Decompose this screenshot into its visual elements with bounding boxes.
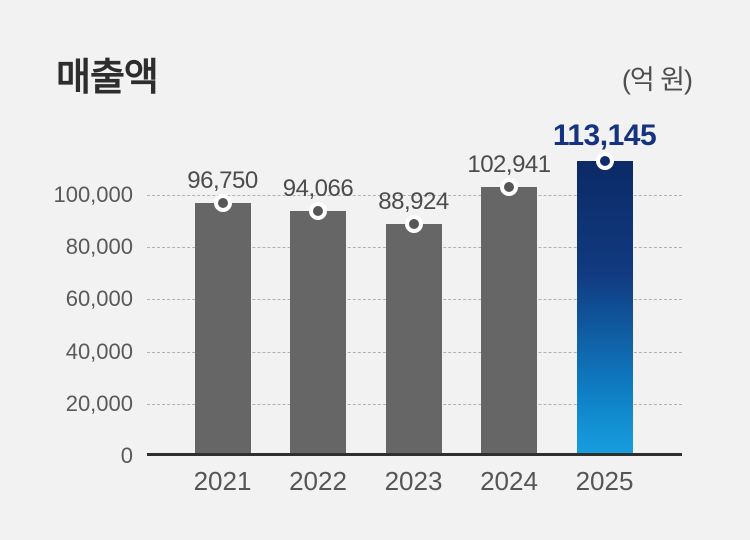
marker-dot-icon	[408, 218, 419, 229]
y-axis-tick-label: 60,000	[65, 286, 133, 312]
bar-top-marker-icon	[213, 194, 232, 213]
marker-dot-icon	[217, 198, 228, 209]
gridline-100,000	[147, 195, 682, 196]
bar-top-marker-icon	[500, 178, 518, 197]
y-axis-tick-label: 40,000	[65, 338, 133, 364]
bar-value-label: 96,750	[187, 167, 258, 195]
bar-top-marker-icon	[309, 201, 327, 220]
bar-highlighted	[576, 160, 633, 456]
bar	[481, 187, 537, 456]
x-axis-tick-label: 2021	[193, 466, 252, 496]
y-axis-tick-label: 80,000	[65, 234, 133, 260]
bar-group-2024: 102,941	[434, 127, 584, 456]
marker-dot-icon	[313, 205, 323, 216]
bar	[290, 210, 346, 456]
bar-top-marker-icon	[595, 151, 614, 170]
bar-group-2022: 94,066	[243, 151, 393, 456]
unit-label: (억 원)	[621, 65, 693, 95]
bar-top-marker-icon	[404, 214, 423, 233]
chart-title: 매출액	[56, 57, 159, 99]
y-axis-tick-label: 100,000	[53, 182, 133, 207]
bar-group-2025: 113,145	[530, 101, 680, 456]
bar-value-label: 88,924	[378, 187, 449, 215]
marker-dot-icon	[599, 155, 610, 166]
bar-value-label: 94,066	[282, 174, 354, 202]
y-axis-tick-label: 0	[120, 443, 133, 468]
bar	[194, 203, 251, 456]
x-axis-tick-label: 2023	[384, 466, 443, 496]
bar-group-2021: 96,750	[148, 143, 298, 456]
marker-dot-icon	[504, 182, 514, 193]
x-axis-tick-label: 2022	[289, 466, 347, 496]
x-axis-tick-label: 2025	[575, 466, 634, 496]
bar-value-label: 102,941	[467, 151, 551, 179]
x-axis-line	[147, 453, 682, 456]
y-axis-tick-label: 20,000	[65, 390, 133, 416]
bar-value-label: 113,145	[552, 118, 657, 152]
bar-group-2023: 88,924	[339, 164, 489, 456]
bar	[385, 223, 442, 456]
x-axis-tick-label: 2024	[480, 466, 538, 496]
